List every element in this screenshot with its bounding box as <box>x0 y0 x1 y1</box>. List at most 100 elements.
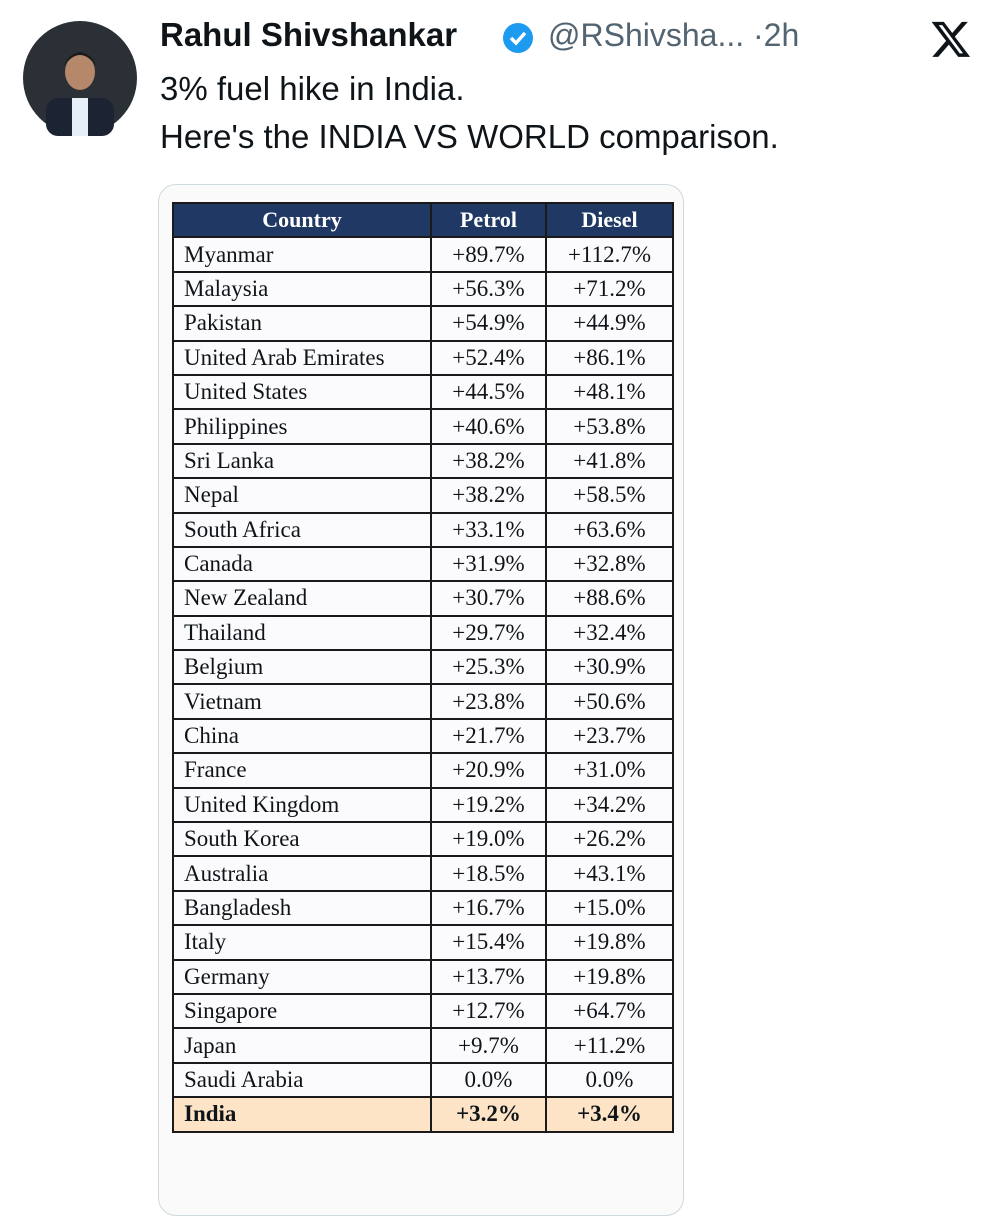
value-cell: +25.3% <box>430 649 547 686</box>
tweet-text: Here's the INDIA VS WORLD comparison. <box>160 118 779 155</box>
country-cell: Bangladesh <box>172 889 432 927</box>
country-cell: India <box>172 1096 432 1133</box>
table-row: Pakistan +54.9% +44.9% <box>172 305 674 342</box>
country-cell: Australia <box>172 855 432 892</box>
column-header: Country <box>172 201 432 239</box>
value-cell: +30.7% <box>430 580 547 617</box>
value-cell: +13.7% <box>430 958 547 995</box>
value-cell: +54.9% <box>430 305 547 342</box>
value-cell: +40.6% <box>430 408 547 445</box>
table-row: Canada +31.9% +32.8% <box>172 545 674 583</box>
value-cell: 0.0% <box>545 1061 674 1099</box>
table-row: Myanmar +89.7% +112.7% <box>172 236 674 273</box>
value-cell: +9.7% <box>430 1027 547 1064</box>
country-cell: Malaysia <box>172 270 432 308</box>
value-cell: +56.3% <box>430 270 547 308</box>
value-cell: +12.7% <box>430 992 547 1030</box>
value-cell: +11.2% <box>545 1027 674 1064</box>
column-header: Diesel <box>545 201 674 239</box>
country-cell: Germany <box>172 958 432 995</box>
table-row: United States +44.5% +48.1% <box>172 373 674 411</box>
value-cell: +112.7% <box>545 236 674 273</box>
value-cell: +19.8% <box>545 924 674 961</box>
value-cell: +31.9% <box>430 545 547 583</box>
separator: · <box>753 17 764 53</box>
value-cell: +50.6% <box>545 683 674 720</box>
value-cell: +38.2% <box>430 477 547 514</box>
value-cell: +19.2% <box>430 786 547 824</box>
value-cell: +3.2% <box>430 1096 547 1133</box>
value-cell: +71.2% <box>545 270 674 308</box>
table-row: Sri Lanka +38.2% +41.8% <box>172 442 674 480</box>
value-cell: +48.1% <box>545 373 674 411</box>
comparison-table: Country Petrol Diesel Myanmar +89.7% +112.7%… <box>172 201 674 1133</box>
value-cell: +88.6% <box>545 580 674 617</box>
country-cell: South Korea <box>172 821 432 858</box>
value-cell: +43.1% <box>545 855 674 892</box>
table-row: Philippines +40.6% +53.8% <box>172 408 674 445</box>
country-cell: Japan <box>172 1027 432 1064</box>
country-cell: United Arab Emirates <box>172 339 432 376</box>
country-cell: Pakistan <box>172 305 432 342</box>
value-cell: +41.8% <box>545 442 674 480</box>
value-cell: +53.8% <box>545 408 674 445</box>
value-cell: 0.0% <box>430 1061 547 1099</box>
table-row: Germany +13.7% +19.8% <box>172 958 674 995</box>
value-cell: +15.4% <box>430 924 547 961</box>
value-cell: +86.1% <box>545 339 674 376</box>
value-cell: +44.5% <box>430 373 547 411</box>
column-header: Petrol <box>430 201 547 239</box>
table-row: France +20.9% +31.0% <box>172 752 674 789</box>
value-cell: +21.7% <box>430 717 547 755</box>
country-cell: Nepal <box>172 477 432 514</box>
tweet-text: 3% fuel hike in India. <box>160 70 465 107</box>
table-row: Malaysia +56.3% +71.2% <box>172 270 674 308</box>
country-cell: Philippines <box>172 408 432 445</box>
country-cell: Sri Lanka <box>172 442 432 480</box>
author-name[interactable]: Rahul Shivshankar <box>160 16 458 53</box>
table-row: Japan +9.7% +11.2% <box>172 1027 674 1064</box>
country-cell: United Kingdom <box>172 786 432 824</box>
country-cell: Saudi Arabia <box>172 1061 432 1099</box>
table-row: Belgium +25.3% +30.9% <box>172 649 674 686</box>
meta: @RShivsha... ·2h <box>548 17 799 54</box>
country-cell: New Zealand <box>172 580 432 617</box>
value-cell: +33.1% <box>430 511 547 548</box>
country-cell: South Africa <box>172 511 432 548</box>
verified-badge <box>503 23 533 53</box>
avatar[interactable] <box>22 20 138 136</box>
handle[interactable]: @RShivsha... <box>548 17 745 53</box>
country-cell: United States <box>172 373 432 411</box>
country-cell: Belgium <box>172 649 432 686</box>
table-row: New Zealand +30.7% +88.6% <box>172 580 674 617</box>
country-cell: Singapore <box>172 992 432 1030</box>
table-row: China +21.7% +23.7% <box>172 717 674 755</box>
table-row: South Africa +33.1% +63.6% <box>172 511 674 548</box>
timestamp[interactable]: 2h <box>763 17 800 53</box>
table-row: Thailand +29.7% +32.4% <box>172 614 674 652</box>
table-row: South Korea +19.0% +26.2% <box>172 821 674 858</box>
value-cell: +18.5% <box>430 855 547 892</box>
country-cell: Vietnam <box>172 683 432 720</box>
table-row: Italy +15.4% +19.8% <box>172 924 674 961</box>
table-row: United Arab Emirates +52.4% +86.1% <box>172 339 674 376</box>
table-row: Bangladesh +16.7% +15.0% <box>172 889 674 927</box>
table-row: Vietnam +23.8% +50.6% <box>172 683 674 720</box>
value-cell: +23.7% <box>545 717 674 755</box>
table-row: Australia +18.5% +43.1% <box>172 855 674 892</box>
country-cell: China <box>172 717 432 755</box>
value-cell: +31.0% <box>545 752 674 789</box>
value-cell: +64.7% <box>545 992 674 1030</box>
x-logo[interactable] <box>930 18 972 60</box>
country-cell: Myanmar <box>172 236 432 273</box>
value-cell: +32.8% <box>545 545 674 583</box>
value-cell: +3.4% <box>545 1096 674 1133</box>
value-cell: +19.0% <box>430 821 547 858</box>
country-cell: Italy <box>172 924 432 961</box>
table-row: Singapore +12.7% +64.7% <box>172 992 674 1030</box>
value-cell: +34.2% <box>545 786 674 824</box>
value-cell: +23.8% <box>430 683 547 720</box>
value-cell: +26.2% <box>545 821 674 858</box>
value-cell: +32.4% <box>545 614 674 652</box>
